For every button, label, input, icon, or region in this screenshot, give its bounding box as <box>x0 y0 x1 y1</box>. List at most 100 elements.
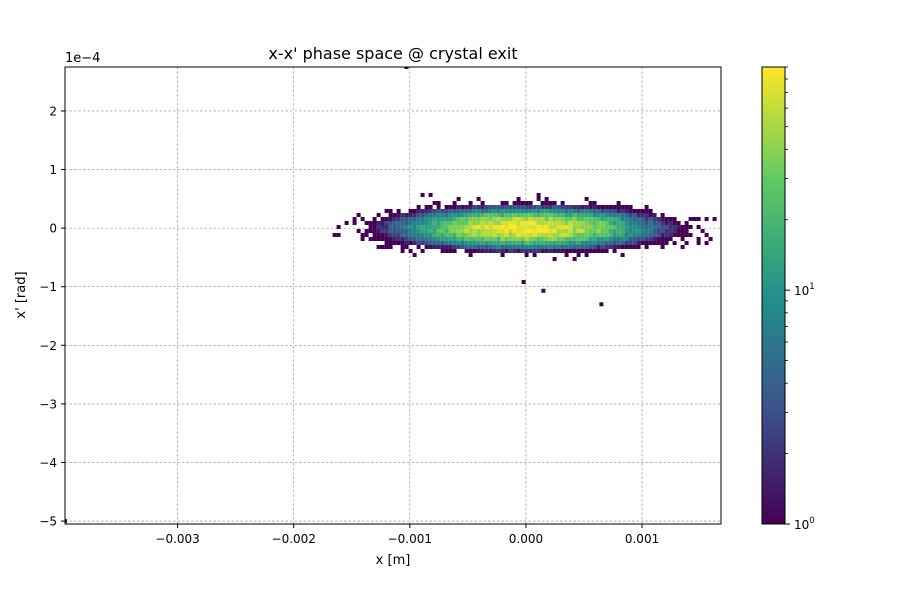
heatmap-cell <box>680 237 685 241</box>
heatmap-cell <box>412 229 417 233</box>
heatmap-cell <box>560 241 565 245</box>
outlier-cell <box>404 67 409 69</box>
heatmap-cell <box>436 233 441 237</box>
heatmap-cell <box>540 237 545 241</box>
heatmap-cell <box>544 221 549 225</box>
heatmap-cell <box>440 225 445 229</box>
heatmap-cell <box>632 233 637 237</box>
heatmap-cell <box>588 237 593 241</box>
heatmap-cell <box>368 225 373 229</box>
heatmap-cell <box>552 221 557 225</box>
heatmap-cell <box>452 245 457 249</box>
heatmap-cell <box>644 205 649 209</box>
heatmap-cell <box>536 213 541 217</box>
heatmap-cell <box>400 229 405 233</box>
heatmap-cell <box>588 249 593 253</box>
heatmap-cell <box>360 217 365 221</box>
heatmap-cell <box>648 217 653 221</box>
heatmap-cell <box>612 217 617 221</box>
heatmap-cell <box>516 209 521 213</box>
heatmap-cell <box>596 225 601 229</box>
heatmap-cell <box>560 225 565 229</box>
heatmap-cell <box>448 245 453 249</box>
heatmap-cell <box>480 229 485 233</box>
heatmap-cell <box>664 217 669 221</box>
heatmap-cell <box>436 213 441 217</box>
heatmap-cell <box>420 237 425 241</box>
heatmap-cell <box>464 213 469 217</box>
heatmap-cell <box>596 213 601 217</box>
heatmap-cell <box>412 241 417 245</box>
heatmap-cell <box>476 225 481 229</box>
heatmap-cell <box>520 217 525 221</box>
heatmap-cell <box>536 193 541 197</box>
heatmap-cell <box>604 241 609 245</box>
heatmap-cell <box>496 245 501 249</box>
heatmap-cell <box>636 209 641 213</box>
heatmap-cell <box>452 213 457 217</box>
heatmap-cell <box>432 213 437 217</box>
heatmap-cell <box>632 241 637 245</box>
heatmap-cell <box>560 205 565 209</box>
heatmap-cell <box>592 237 597 241</box>
heatmap-cell <box>416 217 421 221</box>
heatmap-cell <box>476 249 481 253</box>
heatmap-cell <box>588 205 593 209</box>
heatmap-cell <box>548 221 553 225</box>
heatmap-cell <box>572 229 577 233</box>
heatmap-cell <box>508 249 513 253</box>
heatmap-cell <box>464 209 469 213</box>
heatmap-cell <box>544 241 549 245</box>
heatmap-cell <box>572 225 577 229</box>
heatmap-cell <box>516 237 521 241</box>
heatmap-cell <box>584 225 589 229</box>
heatmap-cell <box>608 233 613 237</box>
heatmap-cell <box>464 233 469 237</box>
heatmap-cell <box>504 229 509 233</box>
heatmap-cell <box>660 213 665 217</box>
heatmap-cell <box>516 229 521 233</box>
heatmap-cell <box>564 217 569 221</box>
heatmap-cell <box>416 221 421 225</box>
heatmap-cell <box>484 237 489 241</box>
heatmap-cell <box>628 213 633 217</box>
heatmap-cell <box>460 209 465 213</box>
heatmap-cell <box>584 213 589 217</box>
heatmap-cell <box>400 221 405 225</box>
heatmap-cell <box>688 233 693 237</box>
heatmap-cell <box>544 229 549 233</box>
heatmap-cell <box>592 225 597 229</box>
heatmap-cell <box>360 237 365 241</box>
y-axis-ticks: 2 1 0 −1 −2 −3 −4 −5 <box>39 104 65 529</box>
heatmap-cell <box>416 213 421 217</box>
heatmap-cell <box>564 229 569 233</box>
heatmap-cell <box>396 233 401 237</box>
heatmap-cell <box>460 217 465 221</box>
heatmap-cell <box>500 241 505 245</box>
heatmap-cell <box>540 229 545 233</box>
heatmap-cell <box>572 221 577 225</box>
heatmap-cell <box>612 237 617 241</box>
heatmap-cell <box>524 205 529 209</box>
heatmap-cell <box>440 217 445 221</box>
heatmap-cell <box>596 249 601 253</box>
heatmap-cell <box>524 217 529 221</box>
y-tick-label: −3 <box>39 397 57 411</box>
heatmap-cell <box>612 249 617 253</box>
heatmap-cell <box>392 241 397 245</box>
heatmap-cell <box>576 233 581 237</box>
heatmap-cell <box>624 237 629 241</box>
heatmap-cell <box>500 237 505 241</box>
heatmap-cell <box>424 217 429 221</box>
heatmap-cell <box>408 229 413 233</box>
heatmap-cell <box>496 233 501 237</box>
heatmap-cell <box>444 213 449 217</box>
heatmap-cell <box>588 241 593 245</box>
heatmap-cell <box>456 213 461 217</box>
heatmap-cell <box>576 237 581 241</box>
heatmap-cell <box>444 225 449 229</box>
heatmap-cell <box>632 217 637 221</box>
heatmap-cell <box>576 205 581 209</box>
heatmap-cell <box>588 209 593 213</box>
heatmap-cell <box>424 245 429 249</box>
